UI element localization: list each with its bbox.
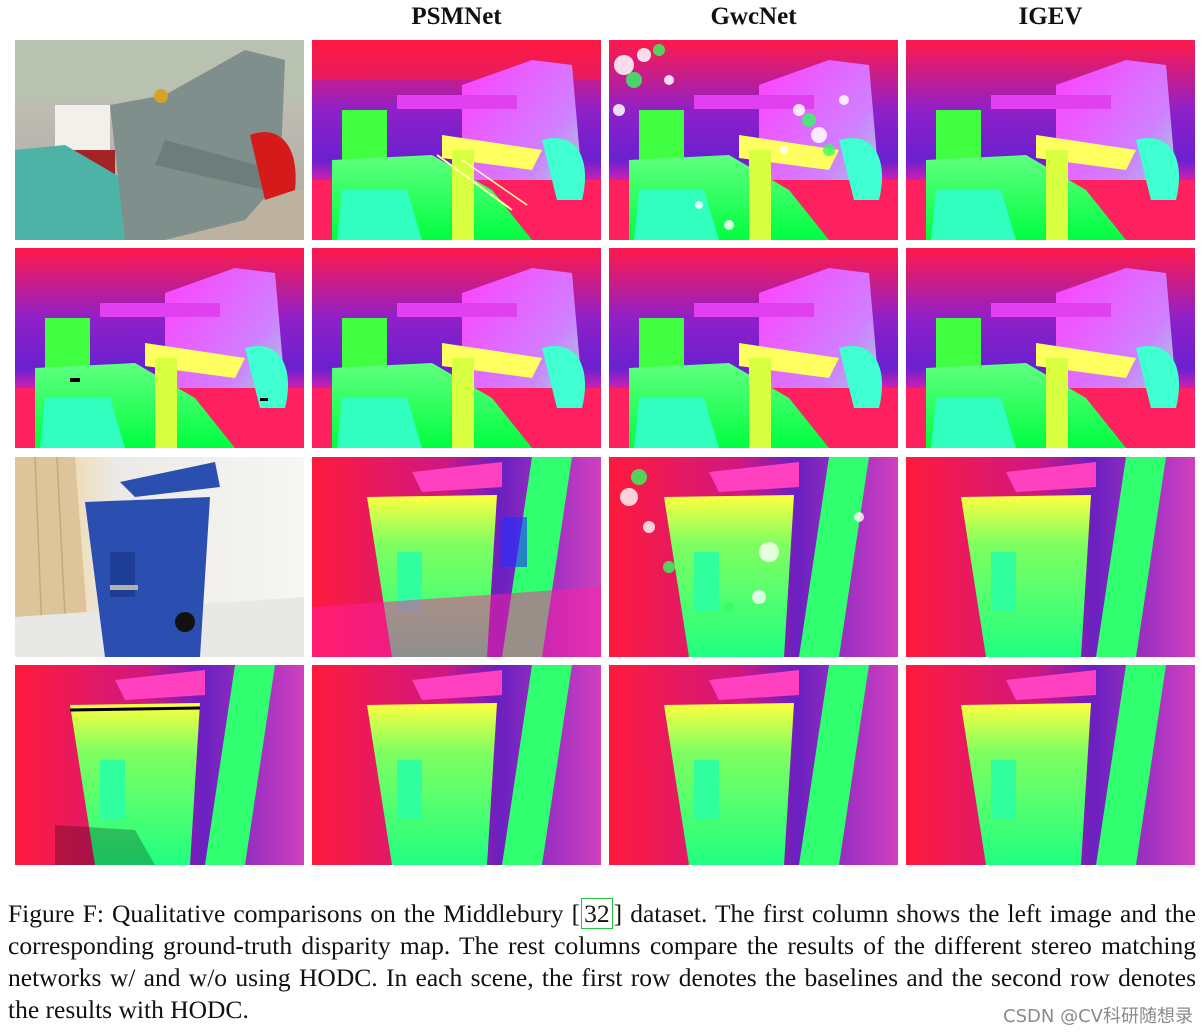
chair-psmnet-hodc: [312, 248, 601, 448]
bin-ground-truth: [15, 665, 304, 865]
bin-left-image: [15, 457, 304, 657]
caption-text-end: ] dataset. The first column shows the le…: [8, 899, 1196, 1024]
column-header-gwcnet: GwcNet: [710, 3, 797, 30]
bin-psmnet-baseline: [312, 457, 601, 657]
chair-psmnet-baseline: [312, 40, 601, 240]
chair-igev-hodc: [906, 248, 1195, 448]
chair-gwcnet-hodc: [609, 248, 898, 448]
column-header-psmnet: PSMNet: [411, 3, 502, 30]
bin-igev-baseline: [906, 457, 1195, 657]
watermark: CSDN @CV科研随想录: [1003, 1006, 1193, 1027]
bin-gwcnet-hodc: [609, 665, 898, 865]
bin-gwcnet-baseline: [609, 457, 898, 657]
caption-text-start: Figure F: Qualitative comparisons on the…: [8, 899, 581, 928]
chair-left-image: [15, 40, 304, 240]
bin-igev-hodc: [906, 665, 1195, 865]
column-header-igev: IGEV: [1018, 3, 1083, 30]
figure-caption: Figure F: Qualitative comparisons on the…: [8, 898, 1196, 1026]
citation-link[interactable]: 32: [581, 898, 613, 929]
chair-ground-truth: [15, 248, 304, 448]
chair-igev-baseline: [906, 40, 1195, 240]
chair-gwcnet-baseline: [609, 40, 898, 240]
bin-psmnet-hodc: [312, 665, 601, 865]
